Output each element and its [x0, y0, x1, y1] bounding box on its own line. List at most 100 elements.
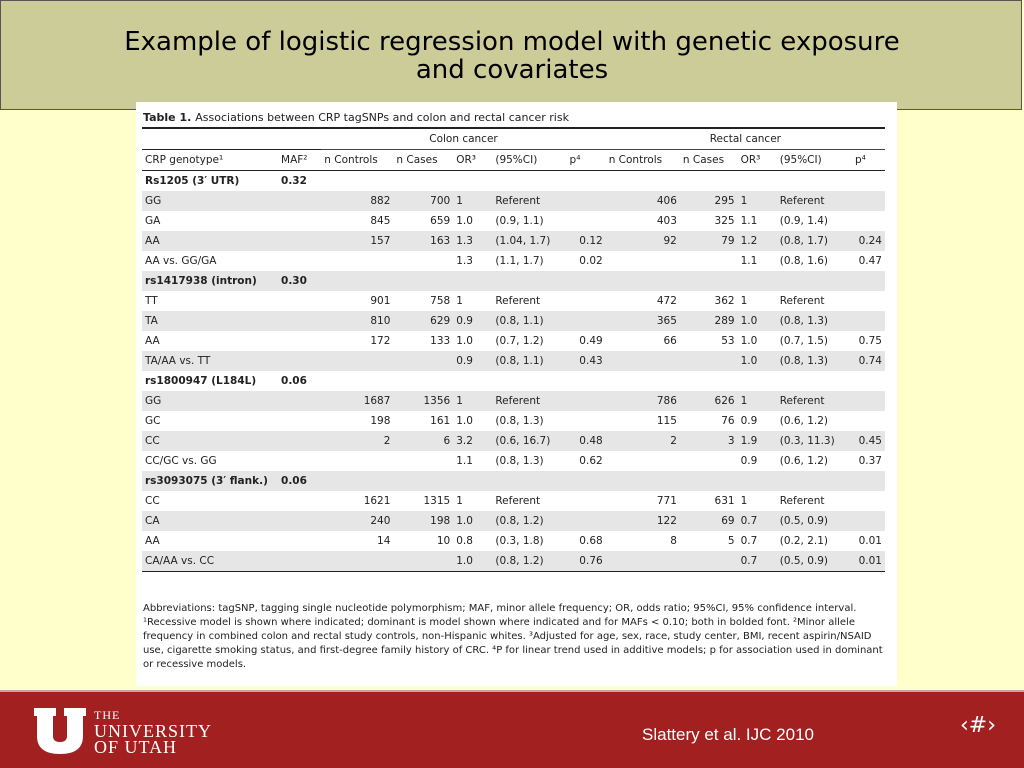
table-cell: 1.1: [740, 215, 758, 227]
table-cell: 0.06: [281, 375, 307, 387]
table-cell: [393, 171, 453, 192]
table-cell: Referent: [495, 295, 541, 307]
table-cell: [776, 471, 852, 491]
table-cell: [567, 291, 606, 311]
table-cell: [606, 451, 680, 471]
table-cell: AA: [145, 335, 160, 347]
table-cell: TT: [145, 295, 158, 307]
table-cell: 631: [714, 495, 735, 507]
table-row: GG 882 700 1 Referent 406 295 1 Referent: [142, 191, 885, 211]
table-cell: CC: [142, 431, 279, 451]
table-cell: [278, 431, 322, 451]
table-cell: [605, 271, 680, 291]
table-cell: (0.8, 1.2): [492, 551, 567, 572]
table-caption-label: Table 1.: [143, 111, 192, 124]
table-cell: [393, 251, 453, 271]
table-caption-text: Associations between CRP tagSNPs and col…: [195, 111, 569, 124]
table-cell: 626: [679, 391, 738, 411]
table-cell: 1.3: [456, 255, 473, 267]
table-cell: 1.0: [453, 511, 493, 531]
table-cell: [606, 251, 680, 271]
table-cell: 3: [679, 431, 738, 451]
rectal-cancer-header: Rectal cancer: [605, 128, 885, 150]
table-cell: [278, 351, 322, 371]
table-cell: 76: [721, 415, 735, 427]
table-cell: (0.7, 1.2): [495, 335, 544, 347]
table-cell: [278, 391, 322, 411]
footer-bar: [0, 690, 1024, 768]
table-cell: (0.6, 1.2): [779, 415, 828, 427]
table-cell: 786: [605, 391, 680, 411]
table-cell: [278, 451, 321, 471]
table-cell: (0.8, 1.3): [495, 455, 544, 467]
table-cell: (0.8, 1.3): [776, 311, 852, 331]
table-cell: 406: [605, 191, 680, 211]
table-cell: [680, 251, 738, 271]
table-cell: [566, 271, 606, 291]
table-cell: [393, 451, 453, 471]
table-cell: 1.1: [740, 255, 758, 267]
table-cell: 66: [663, 335, 677, 347]
table-cell: [393, 371, 453, 391]
table-row: GA 845 659 1.0 (0.9, 1.1) 403 325 1.1 (0.9, 1.4): [142, 211, 885, 231]
table-cell: [567, 171, 606, 192]
table-cell: 1.3: [453, 231, 493, 251]
table-cell: [737, 271, 777, 291]
table-cell: [453, 271, 493, 291]
logo-line1: THE: [94, 708, 121, 722]
table-cell: Referent: [492, 191, 567, 211]
table-cell: [566, 511, 606, 531]
table-cell: [852, 171, 885, 192]
table-cell: [278, 531, 321, 551]
table-cell: 1621: [363, 495, 391, 507]
table-cell: 0.49: [579, 335, 603, 347]
colon-cancer-header: Colon cancer: [321, 128, 606, 150]
table-cell: rs3093075 (3′ flank.): [142, 471, 279, 491]
table-cell: 1356: [393, 391, 454, 411]
table-cell: 92: [605, 231, 680, 251]
table-cell: (0.9, 1.4): [779, 215, 828, 227]
table-cell: [321, 471, 394, 491]
table-cell: [278, 411, 321, 431]
table-body: Rs1205 (3′ UTR) 0.32 GG 882 700 1 Referent 406 2…: [142, 171, 885, 572]
table-cell: [605, 551, 680, 572]
table-cell: 629: [393, 311, 454, 331]
table-cell: 289: [679, 311, 738, 331]
table-row: TA 810 629 0.9 (0.8, 1.1) 365 289 1.0 (0.8, 1.3): [142, 311, 885, 331]
table-cell: [852, 411, 885, 431]
table-cell: 1: [453, 391, 493, 411]
table-row: AA 172 133 1.0 (0.7, 1.2) 0.49 66 53 1.0 (0.7, 1.…: [142, 331, 885, 351]
table-cell: GA: [145, 215, 161, 227]
table-cell: 172: [370, 335, 391, 347]
university-wordmark: THE UNIVERSITY OF UTAH: [94, 707, 212, 756]
table-row: TA/AA vs. TT 0.9 (0.8, 1.1) 0.43 1.0 (0.8, 1.…: [142, 351, 885, 371]
table-cell: (0.6, 16.7): [492, 431, 567, 451]
column-header: n Controls: [324, 154, 378, 166]
table-cell: 901: [370, 295, 391, 307]
table-cell: 2: [605, 431, 680, 451]
table-cell: [321, 351, 394, 371]
table-cell: [680, 451, 738, 471]
slide-title-line1: Example of logistic regression model wit…: [124, 27, 900, 57]
table-cell: [679, 351, 738, 371]
table-cell: 1: [737, 391, 777, 411]
table-row: CA 240 198 1.0 (0.8, 1.2) 122 69 0.7 (0.5, 0.9): [142, 511, 885, 531]
table-cell: 0.9: [453, 351, 493, 371]
table-cell: Referent: [779, 295, 825, 307]
table-cell: Referent: [776, 191, 852, 211]
table-cell: [606, 371, 680, 391]
table-cell: [566, 311, 606, 331]
table-cell: 403: [656, 215, 677, 227]
table-cell: 240: [321, 511, 394, 531]
table-cell: [680, 171, 738, 192]
table-cell: 1: [456, 495, 463, 507]
table-cell: [321, 171, 393, 192]
table-cell: 1.0: [737, 351, 777, 371]
table-cell: [567, 491, 606, 511]
table-cell: [606, 171, 680, 192]
table-cell: [278, 211, 321, 231]
table-cell: 0.02: [579, 255, 603, 267]
table-cell: (1.1, 1.7): [495, 255, 544, 267]
table-cell: 1: [740, 295, 748, 307]
table-cell: (0.5, 0.9): [776, 551, 852, 572]
